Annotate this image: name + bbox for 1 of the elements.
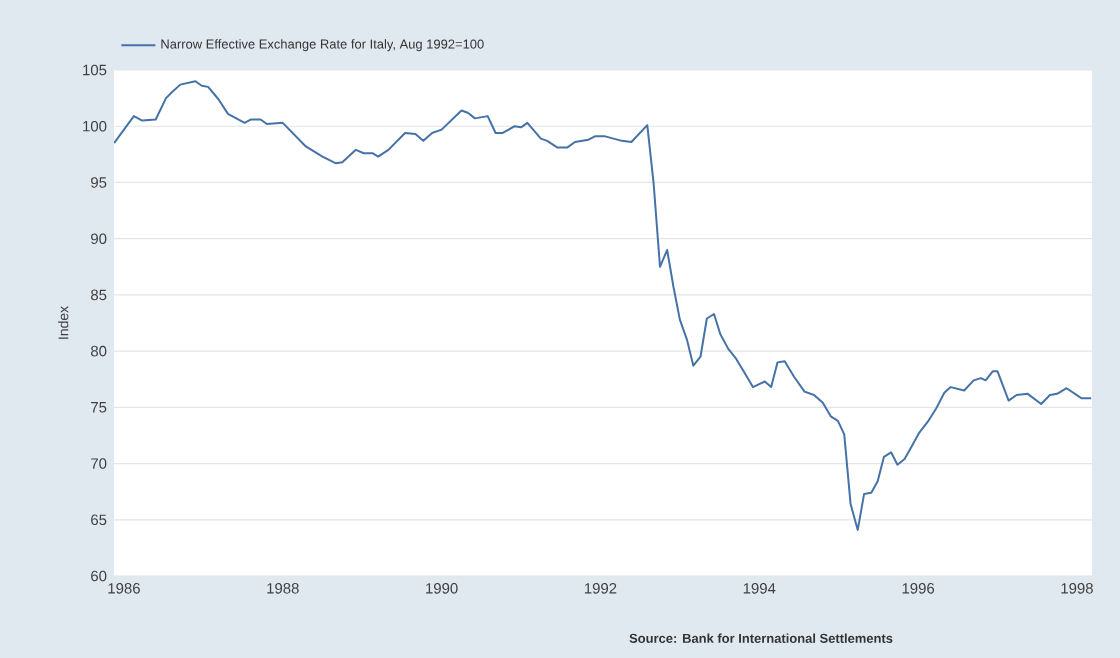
line-series — [114, 80, 1093, 531]
